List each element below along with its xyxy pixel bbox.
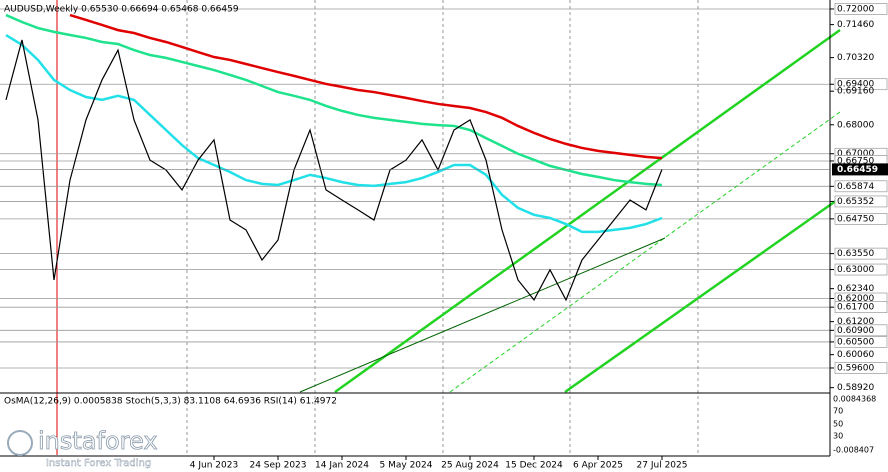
channel-lower bbox=[564, 196, 841, 394]
y-tick-label: 0.63000 bbox=[837, 265, 874, 275]
x-tick-label: 6 Apr 2025 bbox=[573, 461, 623, 471]
brand-tagline: Instant Forex Trading bbox=[46, 458, 151, 469]
brand-name: instaforex bbox=[38, 427, 158, 455]
y-tick-label: 0.64750 bbox=[837, 214, 874, 224]
indicator-axis-label: 50 bbox=[833, 420, 843, 429]
logo-icon bbox=[7, 430, 33, 456]
chart-title: AUDUSD,Weekly 0.65530 0.66694 0.65468 0.… bbox=[4, 5, 239, 15]
indicator-title: OsMA(12,26,9) 0.0005838 Stoch(5,3,3) 83.… bbox=[4, 397, 337, 407]
channel-mid bbox=[449, 111, 841, 393]
x-tick-label: 4 Jun 2023 bbox=[190, 461, 238, 471]
level-label-box bbox=[834, 213, 888, 225]
indicator-axis-label: 0.0084368 bbox=[833, 395, 876, 404]
series-line bbox=[5, 13, 663, 187]
vertical-grid bbox=[56, 0, 699, 455]
series-line bbox=[69, 13, 663, 160]
y-tick-label: 0.63550 bbox=[837, 249, 874, 259]
y-tick-label: 0.67000 bbox=[837, 149, 874, 159]
x-tick-label: 24 Sep 2023 bbox=[249, 461, 306, 471]
series-line bbox=[5, 33, 663, 234]
level-label-box bbox=[834, 263, 888, 276]
indicator-axis-label: 70 bbox=[833, 407, 843, 416]
current-price-label: 0.66459 bbox=[837, 165, 878, 175]
y-tick-label: 0.70320 bbox=[837, 53, 874, 63]
y-tick-label: 0.58920 bbox=[837, 383, 874, 393]
x-tick-label: 27 Jul 2025 bbox=[637, 461, 688, 471]
y-tick-label: 0.71460 bbox=[837, 20, 874, 30]
plot-area bbox=[5, 13, 663, 302]
level-label-box bbox=[834, 301, 888, 313]
indicator-axis-label: 30 bbox=[833, 432, 843, 441]
trend-line bbox=[299, 237, 666, 393]
level-label-box bbox=[834, 180, 888, 193]
y-tick-label: 0.62340 bbox=[837, 284, 874, 294]
y-tick-label: 0.65352 bbox=[837, 197, 874, 207]
x-tick-label: 25 Aug 2024 bbox=[441, 461, 499, 471]
y-tick-label: 0.60900 bbox=[837, 326, 874, 336]
trend-channel bbox=[299, 28, 841, 394]
x-tick-label: 14 Jan 2024 bbox=[315, 461, 369, 471]
level-label-box bbox=[834, 195, 888, 208]
level-label-box bbox=[834, 362, 888, 374]
series-line bbox=[5, 39, 663, 302]
x-tick-label: 5 May 2024 bbox=[380, 461, 433, 471]
y-tick-label: 0.65874 bbox=[837, 182, 874, 192]
current-price-box bbox=[832, 163, 888, 176]
y-tick-label: 0.69160 bbox=[837, 87, 874, 97]
y-tick-label: 0.62000 bbox=[837, 294, 874, 304]
y-tick-label: 0.69400 bbox=[837, 80, 874, 90]
y-tick-label: 0.72000 bbox=[837, 4, 874, 14]
y-tick-label: 0.66750 bbox=[837, 156, 874, 166]
level-label-box bbox=[834, 78, 888, 91]
y-tick-label: 0.68000 bbox=[837, 120, 874, 130]
level-label-box bbox=[834, 324, 888, 337]
y-tick-label: 0.60060 bbox=[837, 350, 874, 360]
y-tick-label: 0.61700 bbox=[837, 303, 874, 313]
level-label-box bbox=[834, 247, 888, 260]
level-label-box bbox=[834, 336, 888, 348]
y-tick-label: 0.61200 bbox=[837, 317, 874, 327]
level-label-box bbox=[834, 3, 888, 15]
y-tick-label: 0.60500 bbox=[837, 337, 874, 347]
logo: instaforex Instant Forex Trading bbox=[7, 427, 158, 469]
channel-upper bbox=[334, 28, 841, 394]
y-tick-label: 0.59600 bbox=[837, 363, 874, 373]
indicator-axis-label: -0.008407 bbox=[833, 446, 874, 455]
x-tick-label: 15 Dec 2024 bbox=[505, 461, 563, 471]
